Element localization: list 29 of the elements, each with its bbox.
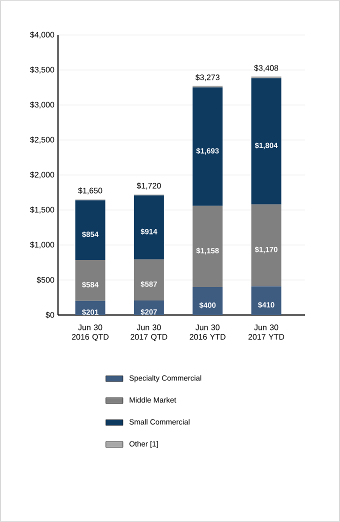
bar bbox=[75, 260, 106, 301]
y-tick-label: $1,500 bbox=[30, 206, 54, 214]
bar bbox=[134, 195, 164, 260]
x-tick-label: Jun 30 2017 YTD bbox=[248, 324, 284, 340]
total-label: $1,720 bbox=[136, 182, 161, 190]
x-tick-label: Jun 30 2017 QTD bbox=[130, 324, 168, 342]
bar bbox=[192, 206, 223, 287]
y-tick-label: $4,000 bbox=[30, 32, 54, 38]
y-tick-label: $2,000 bbox=[30, 172, 54, 178]
bar bbox=[192, 87, 223, 206]
bar bbox=[192, 287, 223, 315]
y-tick-label: $2,500 bbox=[30, 136, 54, 144]
bar bbox=[251, 78, 282, 204]
bar bbox=[75, 300, 106, 315]
bar bbox=[251, 204, 282, 286]
bar bbox=[134, 259, 164, 301]
y-tick-label: $3,000 bbox=[30, 102, 54, 108]
bar bbox=[251, 286, 282, 315]
y-tick-label: $1,000 bbox=[30, 242, 54, 248]
total-label: $3,273 bbox=[195, 74, 220, 82]
y-tick-label: $500 bbox=[36, 276, 54, 284]
y-tick-label: $3,500 bbox=[30, 66, 54, 74]
total-label: $1,650 bbox=[78, 187, 102, 194]
bar bbox=[134, 300, 164, 315]
y-tick-label: $0 bbox=[46, 312, 54, 318]
bar bbox=[75, 200, 106, 260]
x-tick-label: Jun 30 2016 YTD bbox=[190, 324, 226, 340]
x-tick-label: Jun 30 2016 QTD bbox=[72, 324, 109, 342]
total-label: $3,408 bbox=[254, 64, 278, 72]
